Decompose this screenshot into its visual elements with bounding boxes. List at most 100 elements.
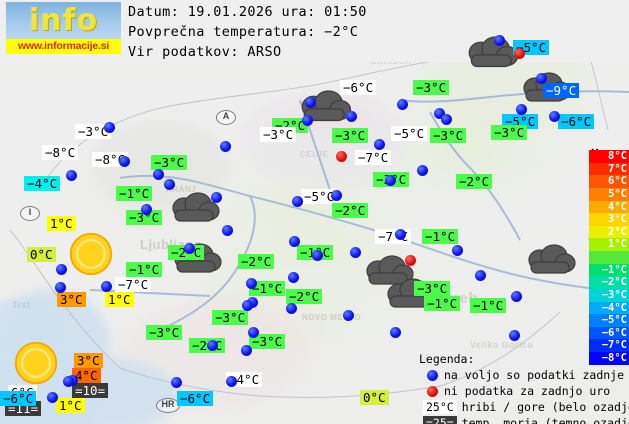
station-dot-available[interactable] [286,303,297,314]
station-dot-available[interactable] [164,179,175,190]
station-dot-available[interactable] [171,377,182,388]
station-dot-missing[interactable] [336,151,347,162]
legend-item: =25= temp. morja (temno ozadje) [419,415,629,424]
station-dot-available[interactable] [350,247,361,258]
station-dot-available[interactable] [417,165,428,176]
station-dot-available[interactable] [516,104,527,115]
header-date-time: Datum: 19.01.2026 ura: 01:50 [128,4,367,20]
temperature-label: −1°C [470,298,507,313]
station-dot-available[interactable] [66,170,77,181]
station-dot-available[interactable] [312,250,323,261]
city-label: KRANJ [166,185,197,194]
station-dot-available[interactable] [346,111,357,122]
station-dot-available[interactable] [101,281,112,292]
station-dot-missing[interactable] [405,255,416,266]
station-dot-available[interactable] [119,156,130,167]
legend-item-text: na voljo so podatki zadnje ure [444,368,629,382]
station-dot-available[interactable] [536,73,547,84]
header-average-temperature: Povprečna temperatura: −2°C [128,24,359,40]
scale-row: −2°C [589,276,629,289]
station-dot-available[interactable] [241,345,252,356]
scale-row: 2°C [589,225,629,239]
station-dot-available[interactable] [220,141,231,152]
temperature-label: −1°C [249,281,286,296]
temperature-label: −1°C [126,262,163,277]
station-dot-available[interactable] [288,272,299,283]
scale-row: 3°C [589,213,629,226]
city-label: Trst [12,300,31,310]
station-dot-available[interactable] [331,190,342,201]
station-dot-available[interactable] [302,115,313,126]
station-dot-available[interactable] [343,310,354,321]
temperature-label: −3°C [430,128,467,143]
temperature-label: −6°C [177,391,214,406]
color-scale: 8°C 7°C 6°C 5°C 4°C 3°C 2°C 1°C −1°C −2°C −3°C −4°C… [589,150,629,365]
station-dot-available[interactable] [63,376,74,387]
site-logo[interactable]: info www.informacije.si [6,2,121,54]
station-dot-available[interactable] [305,97,316,108]
station-dot-available[interactable] [289,236,300,247]
legend-rows: na voljo so podatki zadnje ure ni podatka… [419,367,629,424]
legend-item-text: ni podatka za zadnjo uro [444,384,611,398]
scale-row: −1°C [589,263,629,277]
temperature-label: −3°C [212,310,249,325]
temperature-label: −7°C [115,277,152,292]
station-dot-available[interactable] [434,108,445,119]
cloud-icon [464,36,519,76]
scale-row: 4°C [589,200,629,214]
legend-item: 25°C hribi / gore (belo ozadje) [419,399,629,415]
station-dot-available[interactable] [549,111,560,122]
legend-item: na voljo so podatki zadnje ure [419,367,629,383]
temperature-label: −7°C [375,229,412,244]
station-dot-available[interactable] [55,282,66,293]
legend-mountain-chip: 25°C [423,400,457,414]
temperature-label: −9°C [543,83,580,98]
temperature-label: −3°C [151,155,188,170]
temperature-label: −2°C [238,254,275,269]
station-dot-available[interactable] [211,192,222,203]
station-dot-available[interactable] [475,270,486,281]
station-dot-available[interactable] [104,122,115,133]
temperature-label: −4°C [24,176,61,191]
temperature-label: −1°C [116,186,153,201]
station-dot-available[interactable] [242,300,253,311]
station-dot-missing[interactable] [514,48,525,59]
station-dot-available[interactable] [397,99,408,110]
legend-sea-chip: =25= [423,416,457,424]
station-dot-available[interactable] [222,225,233,236]
temperature-label: 0°C [360,390,389,405]
legend-item: ni podatka za zadnjo uro [419,383,629,399]
legend-item-text: temp. morja (temno ozadje) [461,416,629,424]
station-dot-available[interactable] [374,139,385,150]
station-dot-available[interactable] [390,327,401,338]
station-dot-available[interactable] [248,327,259,338]
temperature-label: −2°C [286,289,323,304]
scale-row: 7°C [589,162,629,176]
station-dot-available[interactable] [56,264,67,275]
header-data-source: Vir podatkov: ARSO [128,44,282,60]
station-dot-available[interactable] [509,330,520,341]
station-dot-available[interactable] [47,392,58,403]
temperature-label: 3°C [74,353,103,368]
station-dot-available[interactable] [511,291,522,302]
station-dot-available[interactable] [207,340,218,351]
cloud-icon [297,90,352,130]
temperature-label: −3°C [332,128,369,143]
station-dot-available[interactable] [441,114,452,125]
temperature-label: −6°C [340,80,377,95]
station-dot-available[interactable] [385,175,396,186]
station-dot-available[interactable] [184,243,195,254]
scale-row: 8°C [589,150,629,163]
station-dot-available[interactable] [292,196,303,207]
station-dot-available[interactable] [395,229,406,240]
scale-row: −4°C [589,301,629,315]
cloud-icon [362,255,414,293]
temperature-label: 1°C [105,292,134,307]
station-dot-available[interactable] [494,35,505,46]
station-dot-available[interactable] [452,245,463,256]
station-dot-available[interactable] [226,376,237,387]
station-dot-available[interactable] [153,169,164,180]
country-code-i: I [20,206,40,221]
station-dot-available[interactable] [141,204,152,215]
station-dot-available[interactable] [246,278,257,289]
